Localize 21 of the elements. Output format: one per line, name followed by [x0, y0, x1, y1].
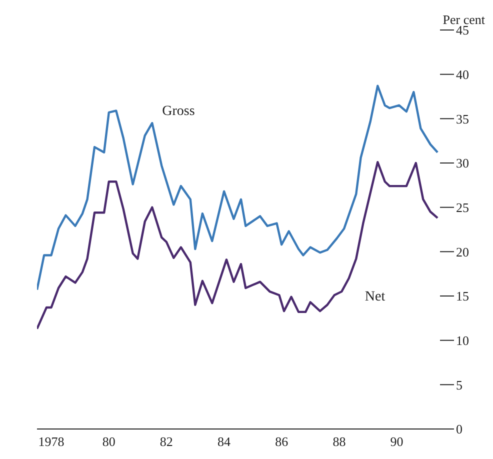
y-tick-label: 25 — [456, 200, 469, 215]
y-tick-label: 20 — [456, 244, 469, 260]
y-tick-label: 40 — [456, 66, 469, 82]
y-tick-label: 35 — [456, 111, 469, 126]
x-tick-label: 88 — [332, 434, 346, 450]
y-tick-label: 5 — [456, 377, 462, 392]
y-tick-label: 30 — [456, 156, 469, 171]
x-tick-label: 90 — [390, 434, 404, 450]
y-axis-title: Per cent — [442, 12, 486, 27]
series-label: Net — [364, 289, 386, 304]
line-series — [37, 84, 439, 291]
x-tick-label: 80 — [102, 434, 116, 450]
x-tick-label: 1978 — [38, 434, 64, 450]
series-label: Gross — [162, 104, 195, 120]
y-tick-label: 0 — [456, 422, 462, 437]
x-tick-label: 82 — [160, 434, 173, 450]
y-tick-label: 15 — [456, 288, 469, 304]
x-tick-label: 86 — [275, 434, 289, 450]
y-tick-label: 10 — [456, 332, 469, 348]
x-tick-label: 84 — [218, 434, 232, 450]
line-series — [37, 161, 439, 330]
